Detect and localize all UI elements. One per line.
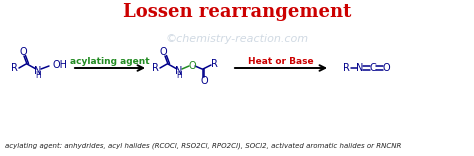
Text: R: R	[152, 63, 158, 73]
Text: O: O	[188, 61, 196, 71]
Text: acylating agent: anhydrides, acyl halides (RCOCl, RSO2Cl, RPO2Cl), SOCl2, activa: acylating agent: anhydrides, acyl halide…	[5, 142, 401, 149]
Text: ©chemistry-reaction.com: ©chemistry-reaction.com	[165, 34, 309, 44]
Text: R: R	[343, 63, 350, 73]
Text: N: N	[175, 66, 182, 76]
Text: H: H	[35, 71, 41, 80]
Text: O: O	[200, 76, 208, 86]
Text: H: H	[176, 71, 182, 80]
Text: acylating agent: acylating agent	[70, 57, 150, 66]
Text: O: O	[382, 63, 390, 73]
Text: Heat or Base: Heat or Base	[248, 57, 314, 66]
Text: N: N	[356, 63, 364, 73]
Text: N: N	[34, 66, 42, 76]
Text: OH: OH	[53, 60, 68, 70]
Text: O: O	[159, 47, 167, 57]
Text: R: R	[10, 63, 18, 73]
Text: R: R	[210, 59, 218, 69]
Text: O: O	[19, 47, 27, 57]
Text: C: C	[370, 63, 376, 73]
Text: Lossen rearrangement: Lossen rearrangement	[123, 3, 351, 21]
